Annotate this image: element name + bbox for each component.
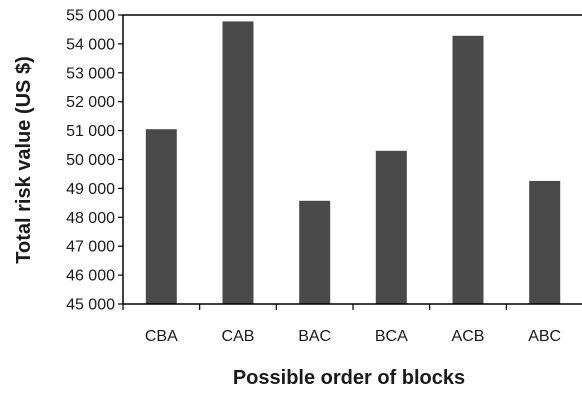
y-tick-label: 55 000: [66, 8, 115, 25]
y-tick-label: 49 000: [66, 181, 115, 198]
x-category-label: BCA: [375, 328, 408, 345]
x-category-label: ACB: [452, 328, 485, 345]
y-tick-label: 53 000: [66, 65, 115, 82]
x-category-label: CBA: [145, 328, 178, 345]
bar-abc: [529, 180, 561, 304]
y-tick-label: 51 000: [66, 123, 115, 140]
y-tick-label: 46 000: [66, 268, 115, 285]
y-axis-title: Total risk value (US $): [13, 56, 35, 263]
y-tick-label: 50 000: [66, 152, 115, 169]
bar-cab: [222, 21, 254, 305]
bar-bca: [375, 150, 407, 304]
y-tick-label: 54 000: [66, 36, 115, 53]
y-tick-label: 48 000: [66, 210, 115, 227]
plot-area: 45 000 46 000 47 000 48 000 49 000 50 000 51 0…: [66, 8, 582, 345]
bar-acb: [452, 35, 484, 305]
y-tick-label: 45 000: [66, 297, 115, 314]
y-tick-label: 52 000: [66, 94, 115, 111]
bar-bac: [299, 200, 331, 304]
y-tick-label: 47 000: [66, 239, 115, 256]
x-axis-title: Possible order of blocks: [233, 367, 465, 389]
bar-cba: [145, 129, 177, 304]
x-category-label: BAC: [298, 328, 331, 345]
x-category-label: ABC: [528, 328, 561, 345]
x-category-label: CAB: [222, 328, 255, 345]
